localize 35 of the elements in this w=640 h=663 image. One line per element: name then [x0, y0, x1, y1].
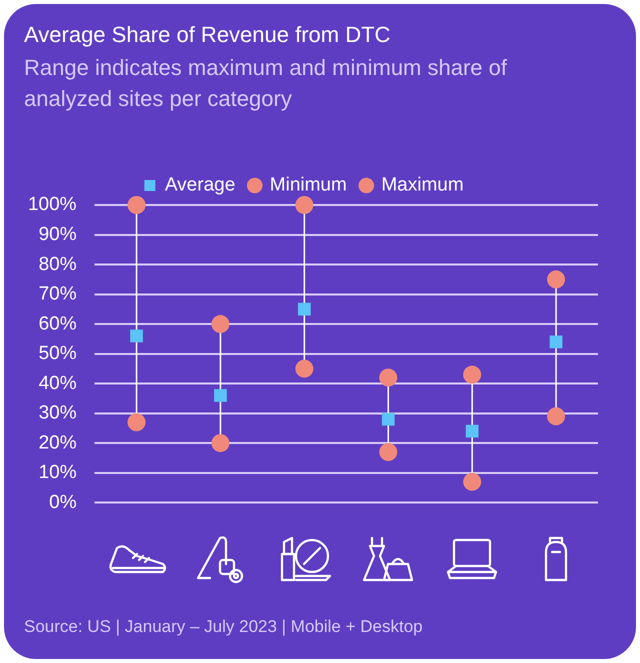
point [463, 366, 482, 384]
y-tick-label: 10% [38, 462, 77, 484]
point [214, 389, 227, 402]
point [211, 315, 230, 334]
y-tick-label: 80% [38, 254, 77, 275]
point [382, 412, 395, 426]
legend-label: Minimum [270, 174, 347, 196]
point [547, 270, 566, 288]
chart-title: Average Share of Revenue from DTC [24, 22, 392, 48]
point [128, 196, 146, 214]
y-tick-label: 60% [38, 313, 77, 334]
y-tick-label: 90% [38, 224, 77, 245]
y-tick-label: 100% [28, 194, 77, 216]
y-tick-label: 20% [38, 432, 77, 454]
y-tick-label: 0% [49, 492, 77, 513]
point [211, 434, 230, 452]
y-tick-label: 70% [38, 284, 77, 305]
point [379, 368, 398, 387]
y-tick-label: 30% [38, 402, 77, 424]
point [550, 336, 562, 348]
point [128, 413, 146, 432]
legend-label: Average [164, 174, 236, 196]
point [379, 443, 398, 462]
source-note: Source: US | January – July 2023 | Mobile + Desktop [24, 617, 423, 637]
point [298, 302, 311, 316]
point [295, 196, 314, 214]
legend-label: Maximum [381, 174, 464, 196]
point [466, 424, 479, 438]
point [295, 360, 314, 378]
point [463, 472, 482, 491]
y-tick-label: 40% [38, 372, 77, 394]
point [130, 330, 143, 342]
point [547, 407, 566, 426]
y-tick-label: 50% [38, 343, 77, 364]
chart-subtitle: Range indicates maximum and minimum share of analyzed sites per category [24, 54, 508, 113]
